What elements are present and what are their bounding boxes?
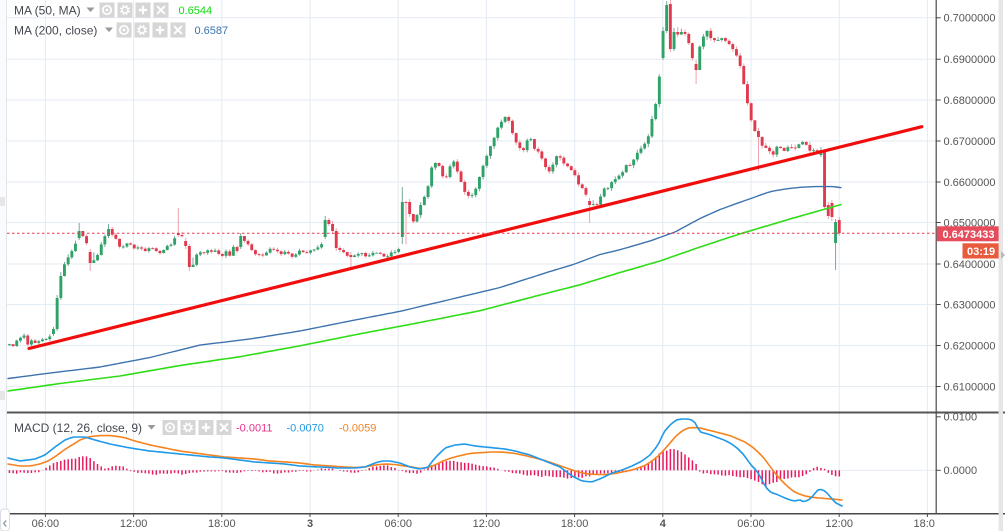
svg-text:0.0000: 0.0000 (944, 465, 978, 477)
svg-text:0.6700000: 0.6700000 (944, 136, 996, 148)
svg-text:18:00: 18:00 (561, 518, 589, 530)
svg-text:0.6800000: 0.6800000 (944, 95, 996, 107)
svg-text:MA (200, close): MA (200, close) (14, 24, 97, 38)
svg-text:12:00: 12:00 (120, 518, 148, 530)
svg-text:MA (50, MA): MA (50, MA) (14, 4, 81, 18)
svg-text:-0.0070: -0.0070 (287, 423, 324, 435)
svg-text:06:00: 06:00 (737, 518, 765, 530)
svg-text:3: 3 (307, 518, 313, 530)
svg-text:0.6587: 0.6587 (195, 25, 229, 37)
svg-text:18:0: 18:0 (914, 518, 935, 530)
svg-text:0.6200000: 0.6200000 (944, 340, 996, 352)
svg-text:06:00: 06:00 (384, 518, 412, 530)
svg-text:0.6900000: 0.6900000 (944, 54, 996, 66)
svg-text:0.7000000: 0.7000000 (944, 13, 996, 25)
svg-text:-0.0059: -0.0059 (339, 423, 376, 435)
svg-text:06:00: 06:00 (32, 518, 60, 530)
svg-text:03:19: 03:19 (967, 246, 995, 258)
svg-text:0.6300000: 0.6300000 (944, 299, 996, 311)
svg-text:0.6100000: 0.6100000 (944, 381, 996, 393)
svg-text:4: 4 (660, 518, 667, 530)
svg-text:18:00: 18:00 (208, 518, 236, 530)
svg-text:12:00: 12:00 (825, 518, 853, 530)
svg-text:0.0100: 0.0100 (944, 412, 978, 424)
svg-text:MACD (12, 26, close, 9): MACD (12, 26, close, 9) (14, 421, 142, 435)
svg-text:0.6473433: 0.6473433 (943, 229, 995, 241)
svg-text:0.6544: 0.6544 (179, 5, 213, 17)
svg-text:12:00: 12:00 (473, 518, 501, 530)
svg-text:0.6400000: 0.6400000 (944, 259, 996, 271)
svg-text:0.6600000: 0.6600000 (944, 177, 996, 189)
svg-text:-0.0011: -0.0011 (236, 423, 273, 435)
